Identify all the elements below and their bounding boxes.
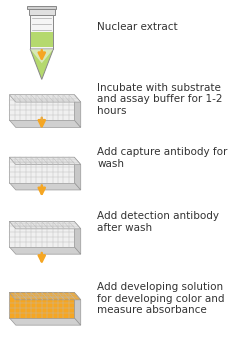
Text: Incubate with substrate
and assay buffer for 1-2
hours: Incubate with substrate and assay buffer… xyxy=(98,83,223,116)
FancyBboxPatch shape xyxy=(31,32,53,47)
Text: Nuclear extract: Nuclear extract xyxy=(98,22,178,32)
Polygon shape xyxy=(30,49,53,79)
Polygon shape xyxy=(9,292,74,318)
Polygon shape xyxy=(74,95,81,127)
Polygon shape xyxy=(74,292,81,325)
Polygon shape xyxy=(9,247,81,254)
Polygon shape xyxy=(9,157,74,183)
Text: Add capture antibody for
wash: Add capture antibody for wash xyxy=(98,147,228,169)
Polygon shape xyxy=(74,157,81,190)
Polygon shape xyxy=(30,49,53,63)
Polygon shape xyxy=(9,292,81,300)
Polygon shape xyxy=(74,221,81,254)
FancyBboxPatch shape xyxy=(29,9,54,15)
Polygon shape xyxy=(9,120,81,127)
Polygon shape xyxy=(9,318,81,325)
Polygon shape xyxy=(9,221,74,247)
FancyBboxPatch shape xyxy=(30,15,53,49)
Text: Add developing solution
for developing color and
measure absorbance: Add developing solution for developing c… xyxy=(98,282,225,315)
Polygon shape xyxy=(9,157,81,165)
Polygon shape xyxy=(9,95,81,102)
FancyBboxPatch shape xyxy=(28,6,56,9)
Polygon shape xyxy=(9,95,74,120)
Text: Add detection antibody
after wash: Add detection antibody after wash xyxy=(98,211,220,233)
Polygon shape xyxy=(9,221,81,229)
Polygon shape xyxy=(9,183,81,190)
